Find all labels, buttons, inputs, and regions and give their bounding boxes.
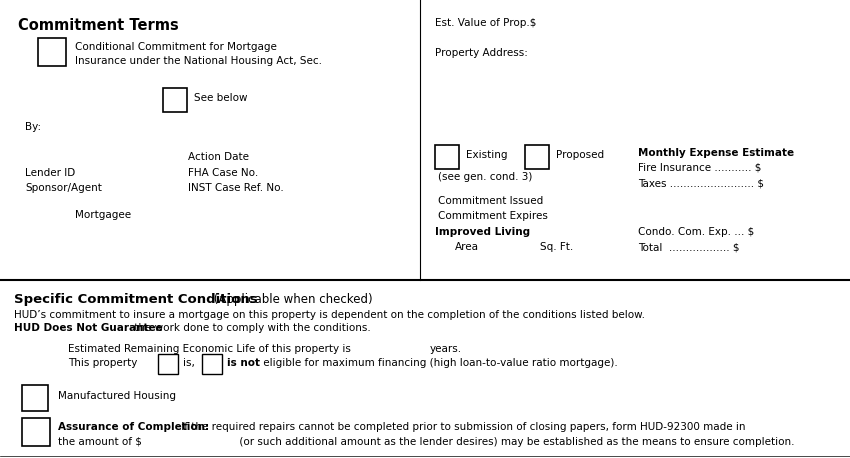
Text: Estimated Remaining Economic Life of this property is: Estimated Remaining Economic Life of thi…: [68, 344, 351, 354]
Text: Sq. Ft.: Sq. Ft.: [540, 242, 573, 252]
Text: years.: years.: [430, 344, 462, 354]
Bar: [38, 38, 66, 66]
Text: Condo. Com. Exp. ... $: Condo. Com. Exp. ... $: [638, 227, 754, 237]
Text: By:: By:: [25, 122, 41, 132]
Text: Sponsor/Agent: Sponsor/Agent: [25, 183, 102, 193]
Text: Conditional Commitment for Mortgage: Conditional Commitment for Mortgage: [75, 42, 277, 52]
Text: Insurance under the National Housing Act, Sec.: Insurance under the National Housing Act…: [75, 56, 322, 66]
Bar: [22, 385, 48, 411]
Text: Manufactured Housing: Manufactured Housing: [58, 391, 176, 401]
Text: Area: Area: [455, 242, 479, 252]
Text: If the required repairs cannot be completed prior to submission of closing paper: If the required repairs cannot be comple…: [178, 422, 745, 432]
Text: Lender ID: Lender ID: [25, 168, 76, 178]
Text: (Applicable when checked): (Applicable when checked): [210, 293, 372, 306]
Text: HUD’s commitment to insure a mortgage on this property is dependent on the compl: HUD’s commitment to insure a mortgage on…: [14, 310, 645, 320]
Text: HUD Does Not Guarantee: HUD Does Not Guarantee: [14, 323, 162, 333]
Bar: [163, 88, 187, 112]
Text: is not: is not: [227, 358, 260, 368]
Text: See below: See below: [194, 93, 247, 103]
Text: Assurance of Completion:: Assurance of Completion:: [58, 422, 209, 432]
Text: (see gen. cond. 3): (see gen. cond. 3): [438, 172, 532, 182]
Text: Total  .................. $: Total .................. $: [638, 242, 740, 252]
Text: INST Case Ref. No.: INST Case Ref. No.: [188, 183, 284, 193]
Text: Fire Insurance ........... $: Fire Insurance ........... $: [638, 163, 762, 173]
Bar: [158, 354, 178, 374]
Text: Specific Commitment Conditions: Specific Commitment Conditions: [14, 293, 258, 306]
Text: Improved Living: Improved Living: [435, 227, 530, 237]
Text: the amount of $                              (or such additional amount as the l: the amount of $ (or such additional amou…: [58, 437, 795, 447]
Text: Property Address:: Property Address:: [435, 48, 528, 58]
Text: Est. Value of Prop.$: Est. Value of Prop.$: [435, 18, 536, 28]
Text: Commitment Expires: Commitment Expires: [438, 211, 548, 221]
Text: Action Date: Action Date: [188, 152, 249, 162]
Bar: [202, 354, 222, 374]
Text: Mortgagee: Mortgagee: [75, 210, 131, 220]
Text: Monthly Expense Estimate: Monthly Expense Estimate: [638, 148, 794, 158]
Text: the work done to comply with the conditions.: the work done to comply with the conditi…: [131, 323, 371, 333]
Text: Proposed: Proposed: [556, 150, 604, 160]
Text: eligible for maximum financing (high loan-to-value ratio mortgage).: eligible for maximum financing (high loa…: [260, 358, 618, 368]
Text: FHA Case No.: FHA Case No.: [188, 168, 258, 178]
Bar: [435, 145, 459, 169]
Bar: [22, 418, 50, 446]
Text: Taxes ......................... $: Taxes ......................... $: [638, 178, 764, 188]
Bar: [525, 145, 549, 169]
Text: is,: is,: [183, 358, 195, 368]
Text: Existing: Existing: [466, 150, 507, 160]
Text: Commitment Terms: Commitment Terms: [18, 18, 178, 33]
Text: Commitment Issued: Commitment Issued: [438, 196, 543, 206]
Text: This property: This property: [68, 358, 138, 368]
